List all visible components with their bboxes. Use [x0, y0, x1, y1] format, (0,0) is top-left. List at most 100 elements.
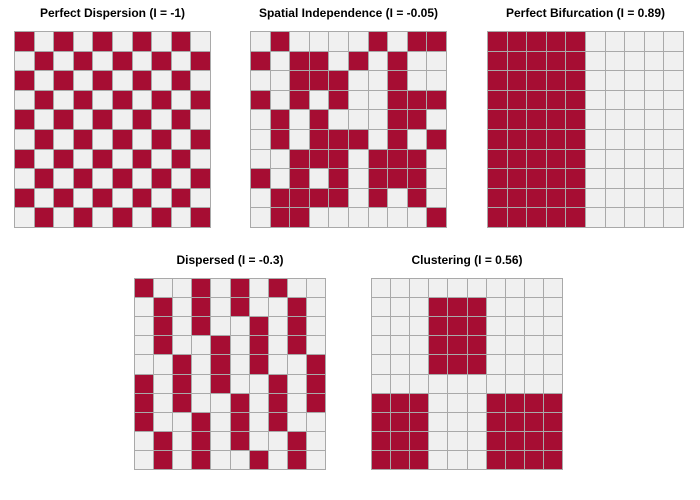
grid-cell-filled [34, 130, 54, 149]
grid-cell-empty [388, 188, 407, 208]
grid-cell-filled [546, 149, 566, 169]
grid-cell-empty [644, 130, 664, 149]
grid-clustering [371, 278, 563, 470]
grid-cell-empty [467, 412, 486, 431]
grid-cell-filled [93, 71, 112, 90]
grid-cell-empty [152, 71, 171, 90]
grid-cell-filled [290, 149, 309, 169]
grid-cell-empty [391, 374, 410, 393]
grid-cell-filled [488, 51, 507, 71]
grid-cell-filled [54, 188, 73, 208]
grid-cell-empty [605, 71, 625, 90]
grid-cell-empty [605, 169, 625, 188]
grid-cell-filled [546, 130, 566, 149]
grid-cell-empty [113, 32, 132, 51]
grid-cell-filled [15, 110, 34, 129]
grid-cell-empty [329, 110, 348, 129]
grid-cell-empty [391, 279, 410, 298]
grid-cell-filled [546, 110, 566, 129]
grid-cell-empty [625, 90, 644, 110]
grid-cell-filled [488, 149, 507, 169]
grid-cell-empty [349, 149, 368, 169]
grid-cell-empty [73, 32, 93, 51]
grid-cell-empty [173, 336, 192, 355]
grid-cell-empty [309, 32, 329, 51]
grid-cell-filled [173, 393, 192, 412]
grid-cell-empty [625, 110, 644, 129]
grid-cell-filled [543, 412, 562, 431]
grid-cell-empty [664, 169, 683, 188]
grid-cell-filled [287, 336, 306, 355]
panel-title-spatial-independence: Spatial Independence (I = -0.05) [258, 6, 439, 20]
grid-cell-filled [368, 188, 388, 208]
grid-cell-filled [349, 51, 368, 71]
grid-cell-empty [73, 149, 93, 169]
grid-cell-filled [546, 71, 566, 90]
grid-cell-empty [191, 149, 210, 169]
grid-cell-empty [448, 450, 467, 469]
grid-cell-filled [329, 90, 348, 110]
grid-cell-filled [546, 188, 566, 208]
grid-cell-empty [230, 450, 249, 469]
grid-cell-filled [407, 169, 427, 188]
grid-cell-filled [524, 393, 543, 412]
grid-cell-empty [368, 208, 388, 227]
grid-cell-empty [505, 374, 524, 393]
grid-cell-filled [93, 149, 112, 169]
grid-cell-filled [270, 130, 290, 149]
grid-cell-filled [268, 412, 287, 431]
grid-cell-empty [171, 51, 191, 71]
grid-cell-filled [135, 279, 154, 298]
grid-cell-filled [372, 393, 391, 412]
grid-cell-empty [251, 149, 270, 169]
grid-cell-filled [566, 149, 585, 169]
grid-cell-filled [211, 355, 230, 374]
grid-cell-filled [268, 374, 287, 393]
grid-cell-filled [54, 71, 73, 90]
grid-cell-empty [54, 90, 73, 110]
grid-cell-empty [586, 169, 605, 188]
grid-cell-empty [306, 298, 325, 317]
grid-cell-empty [372, 317, 391, 336]
grid-cell-filled [251, 90, 270, 110]
grid-cell-filled [152, 51, 171, 71]
grid-cell-empty [427, 149, 446, 169]
grid-cell-filled [524, 412, 543, 431]
grid-cell-empty [391, 298, 410, 317]
grid-cell-filled [171, 71, 191, 90]
grid-cell-empty [543, 317, 562, 336]
grid-cell-filled [230, 279, 249, 298]
grid-cell-empty [467, 450, 486, 469]
grid-cell-empty [391, 317, 410, 336]
grid-cell-empty [349, 110, 368, 129]
grid-cell-empty [152, 32, 171, 51]
grid-cell-filled [566, 71, 585, 90]
grid-cell-filled [73, 208, 93, 227]
grid-cell-empty [486, 355, 505, 374]
grid-cell-filled [429, 317, 448, 336]
grid-cell-empty [664, 110, 683, 129]
grid-cell-filled [191, 130, 210, 149]
grid-cell-filled [507, 110, 527, 129]
grid-cell-filled [329, 71, 348, 90]
grid-cell-empty [251, 71, 270, 90]
grid-cell-empty [306, 336, 325, 355]
grid-cell-empty [249, 298, 268, 317]
grid-cell-filled [527, 208, 546, 227]
grid-cell-empty [644, 208, 664, 227]
grid-cell-empty [73, 71, 93, 90]
grid-cell-empty [15, 51, 34, 71]
grid-cell-empty [93, 130, 112, 149]
grid-cell-empty [625, 130, 644, 149]
grid-cell-empty [270, 51, 290, 71]
grid-cell-empty [287, 279, 306, 298]
grid-cell-filled [467, 317, 486, 336]
grid-cell-filled [429, 298, 448, 317]
grid-cell-filled [329, 130, 348, 149]
grid-cell-empty [410, 317, 429, 336]
grid-cell-filled [73, 130, 93, 149]
grid-cell-filled [488, 110, 507, 129]
grid-cell-empty [625, 32, 644, 51]
grid-cell-filled [372, 431, 391, 450]
grid-cell-empty [664, 208, 683, 227]
